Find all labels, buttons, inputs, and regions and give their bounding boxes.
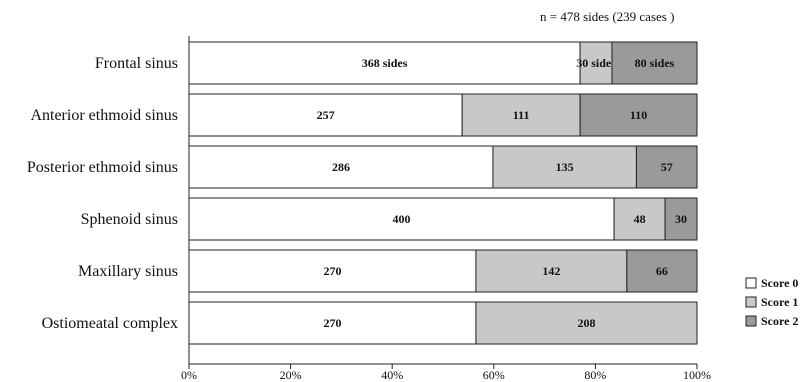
- x-tick-label: 80%: [584, 368, 606, 382]
- x-tick-label: 100%: [683, 368, 711, 382]
- bar-row: Ostiomeatal complex 270 208: [42, 301, 698, 345]
- category-label: Sphenoid sinus: [81, 211, 178, 228]
- bar-segment-score-1: [579, 41, 613, 85]
- data-label: 57: [661, 160, 673, 174]
- x-tick-label: 40%: [381, 368, 403, 382]
- category-label: Maxillary sinus: [78, 263, 178, 280]
- bar-segment-score-2: [579, 93, 698, 137]
- category-label: Ostiomeatal complex: [42, 315, 178, 332]
- data-label: 400: [393, 212, 411, 226]
- bar-segment-score-1: [461, 93, 581, 137]
- bar-segment-score-0: [188, 249, 477, 293]
- data-label: 30: [675, 212, 687, 226]
- bar-segment-score-2: [626, 249, 698, 293]
- bar-row: Maxillary sinus 270 142 66: [78, 249, 698, 293]
- legend-label: Score 2: [761, 314, 798, 328]
- legend-label: Score 1: [761, 295, 798, 309]
- legend-swatch: [745, 277, 757, 289]
- sample-size-note: n = 478 sides (239 cases ): [540, 9, 674, 24]
- data-label: 66: [656, 264, 668, 278]
- data-label: 135: [556, 160, 574, 174]
- bar-segment-score-1: [475, 249, 628, 293]
- data-label: 286: [332, 160, 350, 174]
- bar-row: Sphenoid sinus 400 48 30: [81, 197, 698, 241]
- data-label: 110: [630, 108, 647, 122]
- category-label: Posterior ethmoid sinus: [27, 159, 178, 176]
- bar-segment-score-0: [188, 197, 615, 241]
- legend-swatch: [745, 296, 757, 308]
- data-label: 48: [634, 212, 646, 226]
- x-tick-label: 0%: [181, 368, 197, 382]
- bar-row: Anterior ethmoid sinus 257 111 110: [30, 93, 698, 137]
- data-label: 257: [317, 108, 335, 122]
- bar-segment-score-0: [188, 41, 581, 85]
- bar-segment-score-2: [664, 197, 698, 241]
- bar-segment-score-1: [475, 301, 698, 345]
- data-label: 270: [323, 316, 341, 330]
- data-label: 368 sides: [362, 56, 408, 70]
- legend-swatch: [745, 315, 757, 327]
- data-label: 270: [323, 264, 341, 278]
- legend-label: Score 0: [761, 276, 798, 290]
- x-axis: 0% 20% 40% 60% 80% 100%: [181, 36, 711, 382]
- bars-group: Frontal sinus 368 sides 30 sides 80 sides An…: [27, 41, 698, 345]
- bar-row: Frontal sinus 368 sides 30 sides 80 sides: [95, 41, 698, 85]
- bar-segment-score-0: [188, 145, 494, 189]
- data-label: 80 sides: [635, 56, 675, 70]
- x-tick-label: 60%: [483, 368, 505, 382]
- bar-segment-score-2: [611, 41, 698, 85]
- category-label: Anterior ethmoid sinus: [30, 107, 178, 124]
- bar-row: Posterior ethmoid sinus 286 135 57: [27, 145, 698, 189]
- data-label: 111: [513, 108, 530, 122]
- bar-segment-score-2: [635, 145, 698, 189]
- data-label: 30 sides: [576, 56, 616, 70]
- data-label: 208: [577, 316, 595, 330]
- x-tick-label: 20%: [280, 368, 302, 382]
- category-label: Frontal sinus: [95, 55, 178, 72]
- bar-segment-score-1: [492, 145, 637, 189]
- bar-segment-score-0: [188, 93, 463, 137]
- data-label: 142: [542, 264, 560, 278]
- legend: Score 0 Score 1 Score 2: [745, 276, 798, 328]
